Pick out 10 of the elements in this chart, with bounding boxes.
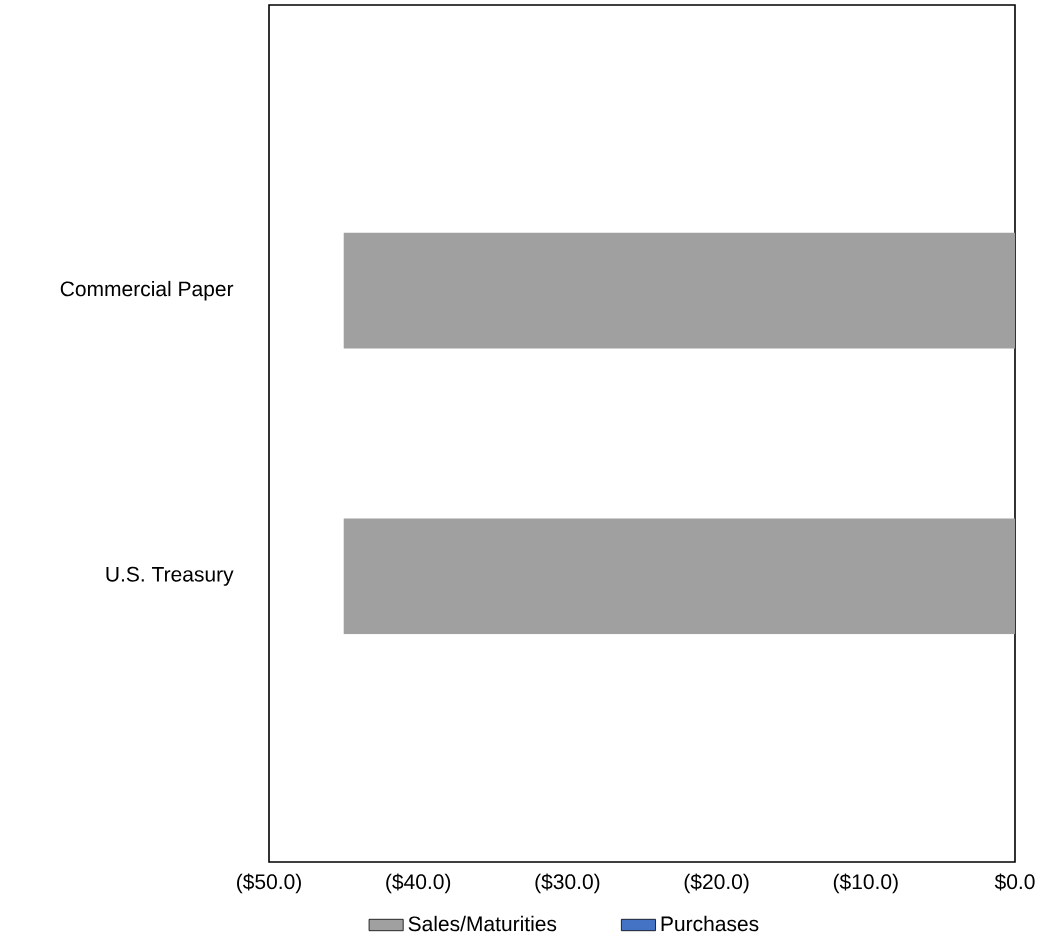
legend-label: Purchases: [661, 915, 759, 932]
x-tick-label: ($30.0): [535, 873, 600, 894]
x-tick-label: ($40.0): [386, 873, 451, 894]
x-tick-label: ($10.0): [833, 873, 898, 894]
legend-label: Sales/Maturities: [408, 915, 557, 932]
y-tick-label: Commercial Paper: [60, 280, 234, 301]
x-tick-label: ($50.0): [237, 873, 301, 894]
y-tick-label: U.S. Treasury: [106, 566, 234, 586]
x-tick-label: $0.0: [994, 873, 1035, 891]
x-tick-label: ($20.0): [684, 873, 749, 894]
